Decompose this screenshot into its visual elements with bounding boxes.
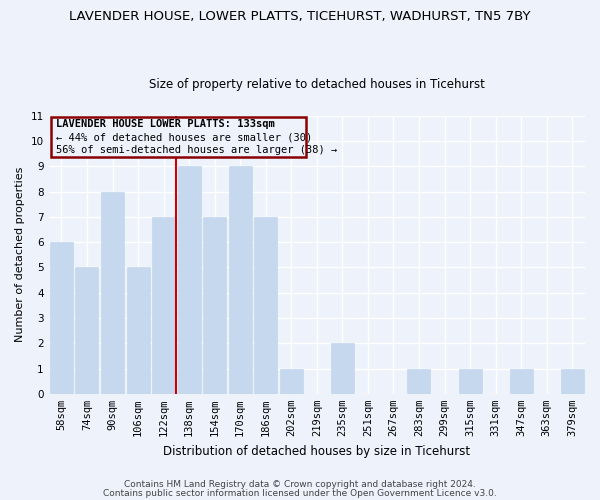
Bar <box>280 368 303 394</box>
Bar <box>76 268 98 394</box>
Bar <box>331 344 354 394</box>
Bar <box>561 368 584 394</box>
Bar <box>203 217 226 394</box>
Text: ← 44% of detached houses are smaller (30): ← 44% of detached houses are smaller (30… <box>56 132 312 142</box>
FancyBboxPatch shape <box>51 116 306 158</box>
X-axis label: Distribution of detached houses by size in Ticehurst: Distribution of detached houses by size … <box>163 444 470 458</box>
Text: Contains public sector information licensed under the Open Government Licence v3: Contains public sector information licen… <box>103 488 497 498</box>
Bar <box>509 368 533 394</box>
Y-axis label: Number of detached properties: Number of detached properties <box>15 167 25 342</box>
Bar <box>101 192 124 394</box>
Text: LAVENDER HOUSE, LOWER PLATTS, TICEHURST, WADHURST, TN5 7BY: LAVENDER HOUSE, LOWER PLATTS, TICEHURST,… <box>69 10 531 23</box>
Text: LAVENDER HOUSE LOWER PLATTS: 133sqm: LAVENDER HOUSE LOWER PLATTS: 133sqm <box>56 118 275 128</box>
Text: 56% of semi-detached houses are larger (38) →: 56% of semi-detached houses are larger (… <box>56 145 337 155</box>
Bar <box>152 217 175 394</box>
Title: Size of property relative to detached houses in Ticehurst: Size of property relative to detached ho… <box>149 78 485 91</box>
Bar <box>407 368 430 394</box>
Bar <box>254 217 277 394</box>
Bar <box>127 268 149 394</box>
Bar <box>458 368 482 394</box>
Bar <box>229 166 252 394</box>
Text: Contains HM Land Registry data © Crown copyright and database right 2024.: Contains HM Land Registry data © Crown c… <box>124 480 476 489</box>
Bar <box>50 242 73 394</box>
Bar <box>178 166 200 394</box>
